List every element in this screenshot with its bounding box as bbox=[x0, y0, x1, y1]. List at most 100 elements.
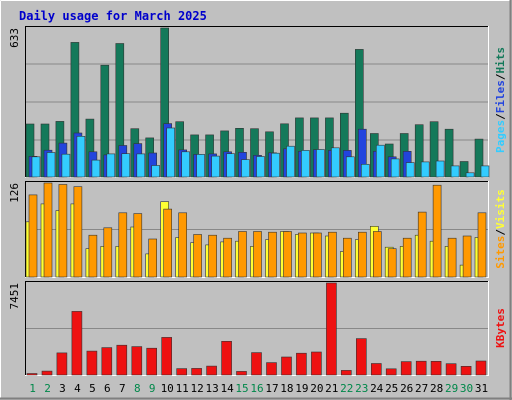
bar-sites-day-22 bbox=[342, 237, 352, 278]
day-label-20: 20 bbox=[310, 382, 323, 395]
bar-sites-day-7 bbox=[118, 212, 128, 278]
day-label-7: 7 bbox=[119, 382, 126, 395]
bar-sites-day-1 bbox=[28, 194, 38, 278]
day-label-31: 31 bbox=[475, 382, 488, 395]
bar-pages-day-9 bbox=[151, 165, 160, 178]
bar-kbytes-day-14 bbox=[221, 340, 232, 376]
bar-pages-day-27 bbox=[420, 161, 430, 178]
bar-pages-day-23 bbox=[360, 164, 370, 178]
bar-hits-day-28 bbox=[429, 121, 439, 178]
bar-sites-day-10 bbox=[163, 208, 172, 278]
legend-visits-sites: Sites/Visits bbox=[494, 189, 507, 269]
y-max-label: 7451 bbox=[8, 283, 21, 310]
bar-sites-day-20 bbox=[313, 232, 322, 278]
bar-pages-day-2 bbox=[46, 152, 56, 178]
bar-pages-day-22 bbox=[345, 156, 355, 178]
bar-kbytes-day-7 bbox=[116, 344, 128, 376]
bar-sites-day-31 bbox=[477, 212, 487, 278]
bar-pages-day-16 bbox=[256, 156, 265, 178]
bar-pages-day-20 bbox=[316, 149, 325, 178]
bar-sites-day-5 bbox=[88, 234, 98, 278]
day-label-9: 9 bbox=[149, 382, 156, 395]
bar-kbytes-day-22 bbox=[340, 370, 352, 376]
legend-entry: KBytes bbox=[494, 308, 507, 348]
series-sites bbox=[28, 182, 487, 278]
bar-sites-day-19 bbox=[298, 232, 307, 278]
y-max-label: 633 bbox=[8, 28, 21, 48]
bar-sites-day-17 bbox=[268, 231, 277, 278]
bar-kbytes-day-18 bbox=[281, 356, 292, 376]
series-pages bbox=[31, 127, 490, 178]
day-label-27: 27 bbox=[415, 382, 428, 395]
bar-sites-day-13 bbox=[208, 234, 217, 278]
bar-kbytes-day-19 bbox=[296, 352, 307, 376]
bar-pages-day-7 bbox=[121, 153, 131, 178]
day-label-4: 4 bbox=[74, 382, 81, 395]
day-label-17: 17 bbox=[265, 382, 278, 395]
day-label-13: 13 bbox=[205, 382, 218, 395]
bar-sites-day-14 bbox=[223, 237, 232, 278]
day-label-24: 24 bbox=[370, 382, 384, 395]
bar-pages-day-8 bbox=[136, 153, 146, 178]
day-label-29: 29 bbox=[445, 382, 458, 395]
bar-kbytes-day-29 bbox=[445, 363, 457, 376]
bar-kbytes-day-20 bbox=[311, 351, 322, 376]
day-labels: 1 2 3 4 5 6 7 8 9 10 11 12 13 14 15 16 17 18 19 20 21 22 23 24 2… bbox=[29, 382, 488, 395]
chart-title: Daily usage for March 2025 bbox=[19, 9, 207, 23]
bar-kbytes-day-10 bbox=[161, 337, 172, 376]
bar-kbytes-day-17 bbox=[266, 362, 277, 376]
day-label-19: 19 bbox=[295, 382, 308, 395]
bar-sites-day-29 bbox=[447, 237, 457, 278]
bar-kbytes-day-23 bbox=[355, 338, 367, 376]
bar-sites-day-9 bbox=[148, 238, 157, 278]
bar-sites-day-11 bbox=[178, 212, 187, 278]
bar-sites-day-27 bbox=[417, 211, 427, 278]
day-label-8: 8 bbox=[134, 382, 141, 395]
bar-kbytes-day-15 bbox=[236, 371, 247, 376]
bar-kbytes-day-13 bbox=[206, 365, 217, 376]
day-label-11: 11 bbox=[176, 382, 189, 395]
legend-entry: / bbox=[494, 229, 507, 236]
bar-pages-day-28 bbox=[435, 160, 445, 178]
legend-entry: Files bbox=[494, 80, 507, 113]
bar-hits-day-29 bbox=[444, 128, 454, 178]
bar-pages-day-11 bbox=[181, 151, 190, 178]
bar-sites-day-25 bbox=[387, 248, 397, 278]
day-label-16: 16 bbox=[250, 382, 263, 395]
bar-sites-day-15 bbox=[238, 231, 247, 278]
bar-pages-day-29 bbox=[450, 165, 460, 178]
bar-pages-day-6 bbox=[106, 153, 116, 178]
legend-entry: Visits bbox=[494, 189, 507, 229]
bar-pages-day-19 bbox=[301, 150, 310, 178]
bar-sites-day-21 bbox=[328, 231, 337, 278]
bar-kbytes-day-28 bbox=[430, 360, 442, 376]
legend-hits-files-pages: Pages/Files/Hits bbox=[494, 47, 507, 153]
bar-pages-day-30 bbox=[465, 172, 475, 178]
bar-kbytes-day-26 bbox=[400, 361, 412, 376]
bar-sites-day-28 bbox=[432, 184, 442, 278]
bar-kbytes-day-31 bbox=[475, 360, 487, 376]
bar-sites-day-3 bbox=[58, 184, 68, 278]
day-label-22: 22 bbox=[340, 382, 353, 395]
bar-sites-day-18 bbox=[283, 231, 292, 278]
bar-kbytes-day-9 bbox=[146, 347, 157, 376]
bar-sites-day-23 bbox=[357, 231, 367, 278]
panel-kbytes: 7451 KBytes bbox=[8, 281, 507, 376]
day-label-5: 5 bbox=[89, 382, 96, 395]
bar-sites-day-4 bbox=[73, 186, 83, 278]
day-label-1: 1 bbox=[29, 382, 36, 395]
bar-sites-day-16 bbox=[253, 231, 262, 278]
day-label-30: 30 bbox=[460, 382, 473, 395]
bar-pages-day-17 bbox=[271, 152, 280, 178]
bar-kbytes-day-30 bbox=[460, 365, 472, 376]
bar-kbytes-day-11 bbox=[176, 368, 187, 376]
bar-kbytes-day-6 bbox=[101, 347, 113, 376]
day-label-3: 3 bbox=[59, 382, 66, 395]
bar-kbytes-day-3 bbox=[56, 352, 68, 376]
bar-pages-day-10 bbox=[166, 127, 175, 178]
panel-visits-sites: 126 Sites/Visits bbox=[8, 181, 507, 278]
bar-pages-day-3 bbox=[61, 153, 71, 178]
bar-kbytes-day-12 bbox=[191, 368, 202, 376]
bar-kbytes-day-21 bbox=[326, 282, 337, 376]
